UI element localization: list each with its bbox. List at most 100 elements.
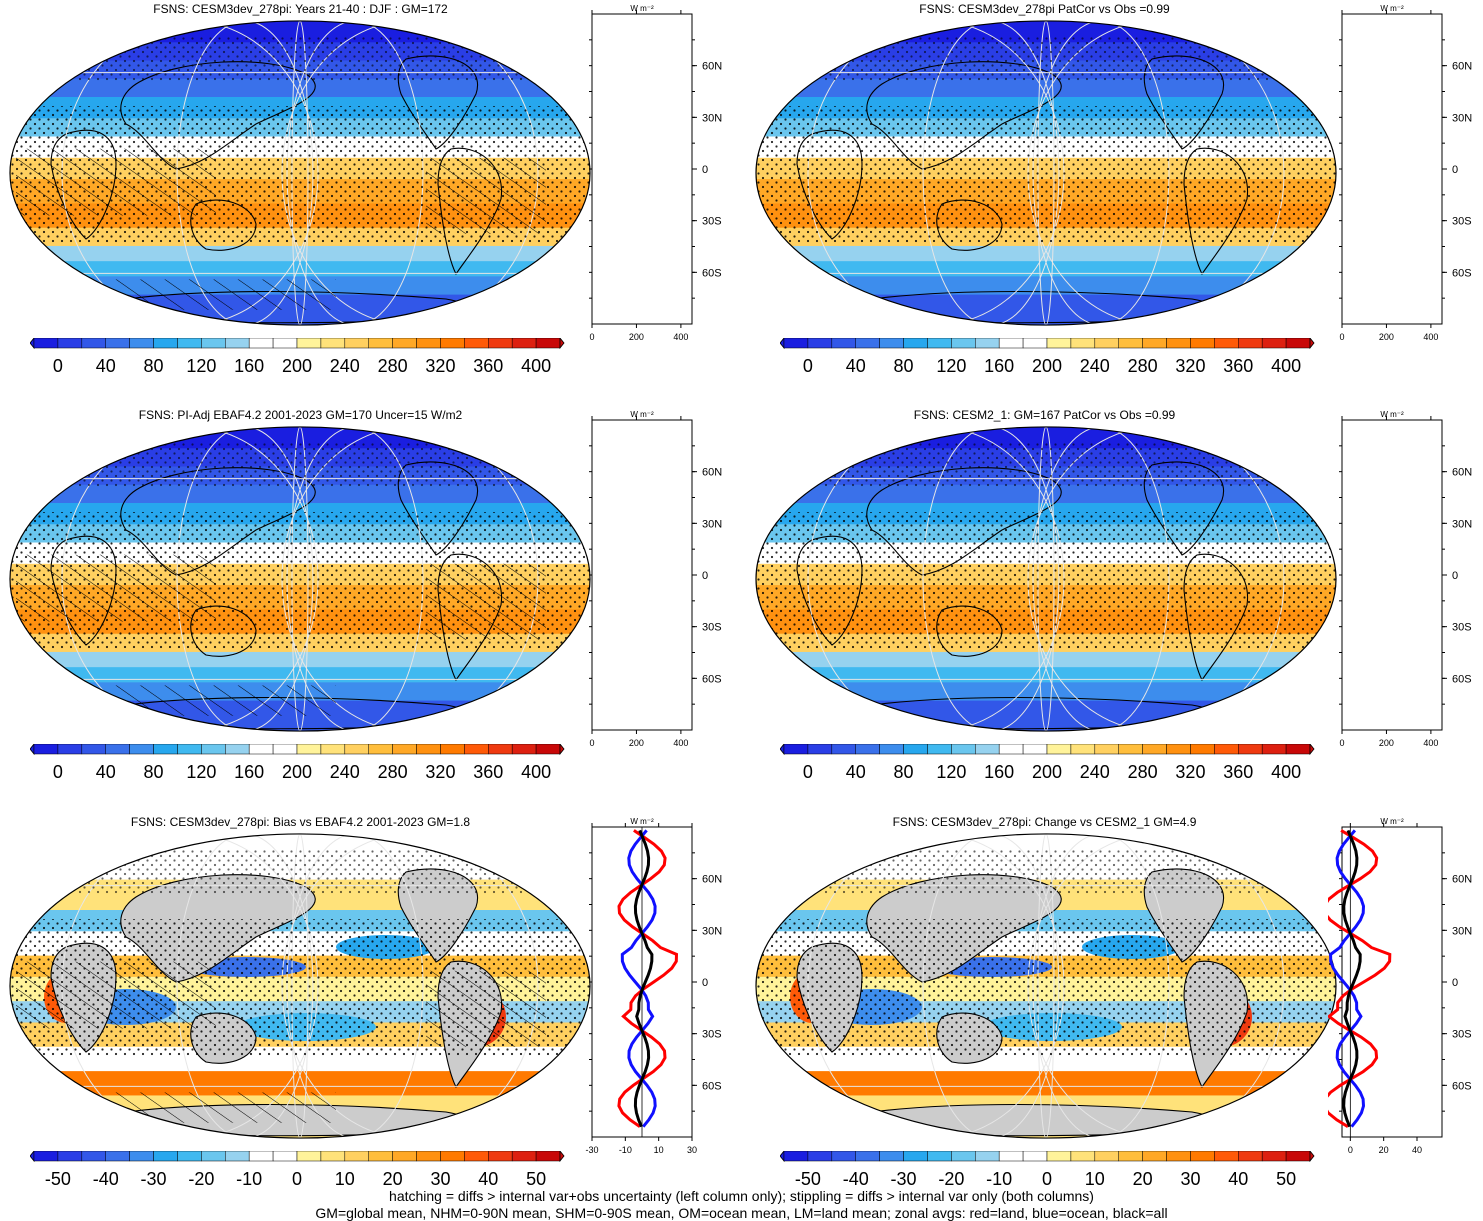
zonal-line-all: [633, 829, 654, 1128]
colorbar-swatch: [129, 1151, 154, 1162]
panel-title-6: FSNS: CESM3dev_278pi: Change vs CESM2_1 …: [892, 815, 1197, 829]
colorbar-low-arrow: [780, 1151, 785, 1163]
colorbar-swatch: [511, 744, 537, 755]
colorbar-swatch: [320, 744, 346, 755]
colorbar-tick-label: 120: [936, 762, 966, 782]
colorbar-swatch: [855, 744, 880, 755]
colorbar-swatch: [1118, 1151, 1143, 1162]
stippling: [755, 106, 1337, 243]
zonal-frame: [591, 13, 693, 325]
colorbar-tick-label: 120: [186, 356, 216, 376]
stippling: [755, 442, 1337, 488]
map-band-3: [9, 484, 591, 504]
colorbar-swatch: [153, 338, 178, 349]
zonal-units: W m⁻²: [630, 410, 654, 419]
colorbar-high-arrow: [559, 338, 565, 350]
stippling: [755, 919, 1337, 1056]
colorbar-tick-label: 30: [430, 1169, 450, 1189]
zonal-frame: [1341, 826, 1443, 1138]
colorbar-3: 0 40 80 120 160 200 240 280 320 360 400: [30, 744, 565, 782]
zonal-line-land: [1328, 829, 1392, 1128]
zonal-lat-label: 60N: [1452, 874, 1472, 886]
zonal-frame: [591, 419, 693, 731]
colorbar-swatch: [783, 1151, 809, 1162]
colorbar-tick-label: -10: [986, 1169, 1012, 1189]
colorbar-tick-label: 120: [936, 356, 966, 376]
colorbar-high-arrow: [1309, 338, 1315, 350]
colorbar-swatch: [248, 744, 274, 755]
zonal-units: W m⁻²: [630, 817, 654, 826]
colorbar-swatch: [488, 744, 513, 755]
zonal-lat-label: 60S: [702, 1080, 722, 1092]
zonal-x-label: 200: [629, 738, 644, 748]
colorbar-tick-label: 20: [1133, 1169, 1153, 1189]
colorbar-swatch: [1094, 338, 1119, 349]
colorbar-high-arrow: [559, 1151, 565, 1163]
hatching: [16, 148, 216, 216]
colorbar-tick-label: -20: [938, 1169, 964, 1189]
colorbar-swatch: [153, 1151, 178, 1162]
colorbar-swatch: [464, 744, 489, 755]
colorbar-swatch: [344, 744, 369, 755]
colorbar-swatch: [105, 338, 130, 349]
colorbar-swatch: [201, 744, 226, 755]
colorbar-tick-label: 0: [53, 762, 63, 782]
colorbar-swatch: [1238, 338, 1263, 349]
colorbar-tick-label: 50: [526, 1169, 546, 1189]
colorbar-swatch: [1046, 744, 1072, 755]
footer-line-1: hatching = diffs > internal var+obs unce…: [389, 1188, 1094, 1204]
hatching: [426, 970, 546, 1047]
colorbar-swatch: [879, 744, 904, 755]
colorbar-6: -50 -40 -30 -20 -10 0 10 20 30 40 50: [780, 1151, 1315, 1189]
colorbar-swatch: [783, 338, 809, 349]
colorbar-swatch: [1118, 744, 1143, 755]
hatching: [16, 961, 216, 1029]
colorbar-tick-label: 280: [1128, 762, 1158, 782]
zonal-profile-2: W m⁻² 60N 30N 0 30S 60S 0 200 400: [1339, 4, 1472, 342]
colorbar-swatch: [225, 744, 250, 755]
colorbar-high-arrow: [1309, 744, 1315, 756]
colorbar-swatch: [201, 1151, 226, 1162]
map-panel-3: [9, 426, 591, 732]
map-band-11: [9, 651, 591, 669]
panel-title-3: FSNS: PI-Adj EBAF4.2 2001-2023 GM=170 Un…: [138, 408, 463, 422]
colorbar-swatch: [831, 338, 856, 349]
colorbar-swatch: [344, 338, 369, 349]
zonal-x-label: 0: [589, 738, 594, 748]
colorbar-low-arrow: [780, 338, 785, 350]
colorbar-tick-label: 0: [803, 762, 813, 782]
colorbar-swatch: [248, 338, 274, 349]
colorbar-tick-label: 320: [1175, 356, 1205, 376]
stippling: [9, 442, 591, 488]
colorbar-4: 0 40 80 120 160 200 240 280 320 360 400: [780, 744, 1315, 782]
colorbar-swatch: [535, 1151, 561, 1162]
colorbar-swatch: [368, 338, 393, 349]
colorbar-swatch: [320, 338, 346, 349]
zonal-line-all: [1342, 829, 1362, 1128]
colorbar-swatch: [1022, 1151, 1048, 1162]
colorbar-swatch: [1238, 744, 1263, 755]
zonal-line-ocean: [620, 829, 657, 1128]
zonal-lat-label: 60N: [1452, 467, 1472, 479]
colorbar-tick-label: 20: [383, 1169, 403, 1189]
colorbar-swatch: [368, 1151, 393, 1162]
colorbar-tick-label: 160: [234, 762, 264, 782]
colorbar-swatch: [998, 1151, 1024, 1162]
map-panel-4: [755, 426, 1337, 732]
colorbar-swatch: [1166, 1151, 1191, 1162]
colorbar-swatch: [177, 1151, 202, 1162]
colorbar-swatch: [1142, 1151, 1167, 1162]
hatching: [426, 563, 546, 640]
zonal-frame: [1341, 13, 1443, 325]
colorbar-swatch: [951, 744, 976, 755]
colorbar-swatch: [392, 744, 417, 755]
colorbar-swatch: [1166, 744, 1191, 755]
zonal-line-ocean: [1329, 829, 1366, 1128]
colorbar-swatch: [975, 338, 1000, 349]
colorbar-swatch: [57, 744, 83, 755]
colorbar-swatch: [535, 744, 561, 755]
colorbar-swatch: [177, 744, 202, 755]
colorbar-swatch: [1261, 744, 1287, 755]
zonal-x-label: 0: [1339, 332, 1344, 342]
zonal-lat-label: 0: [702, 977, 708, 989]
